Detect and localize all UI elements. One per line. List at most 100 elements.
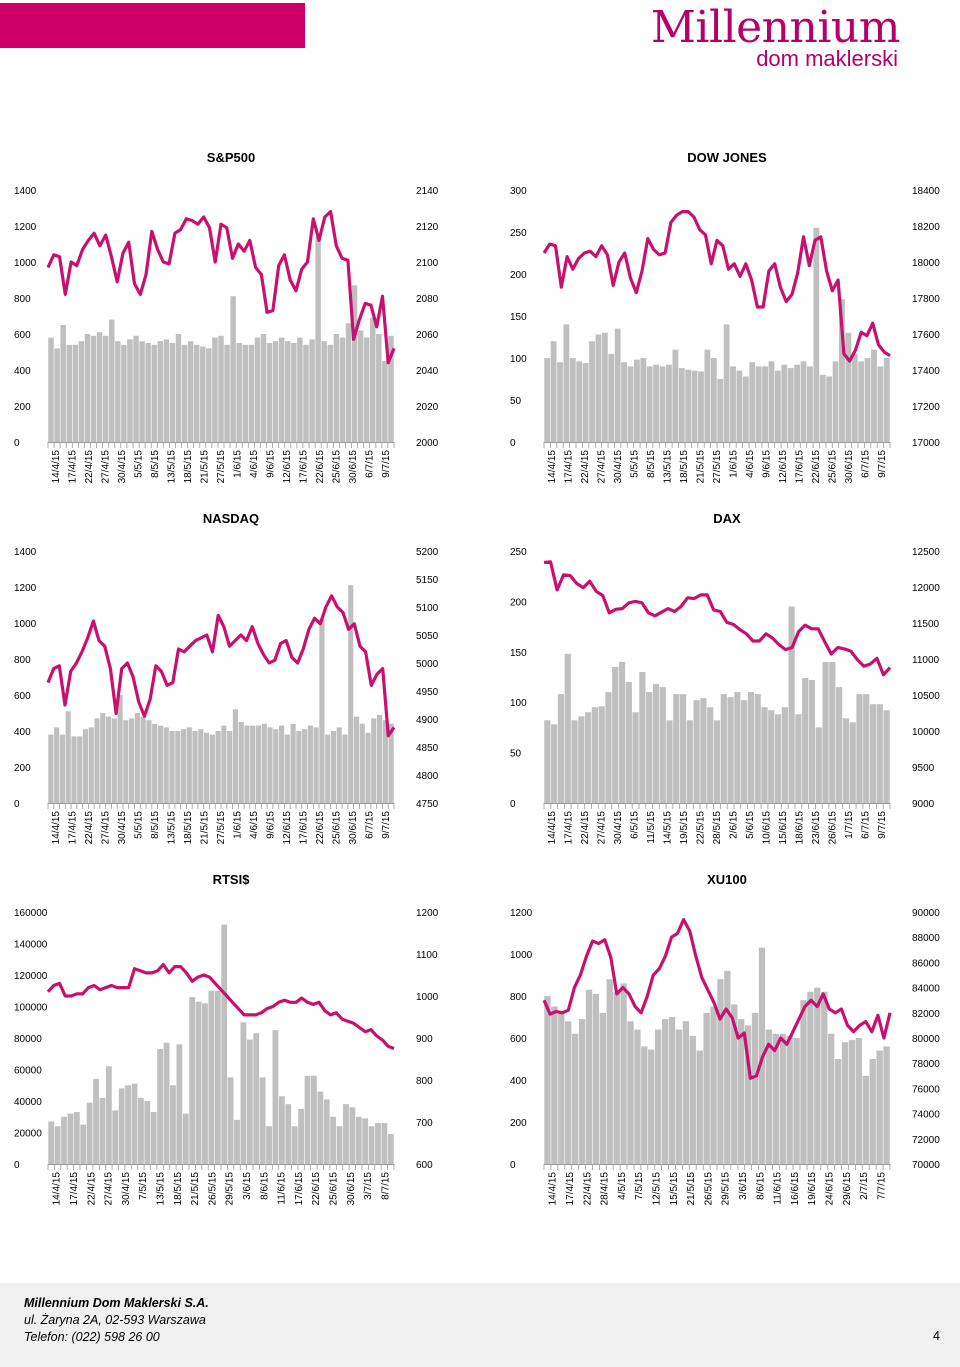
x-tick-label: 24/6/15 xyxy=(824,1172,835,1206)
x-tick-label: 1/6/15 xyxy=(233,450,244,478)
chart-dow-jones: DOW JONES 300 250 200 150 100 50 0 18400 18200 180… xyxy=(502,150,942,505)
volume-bar xyxy=(807,991,814,1164)
right-tick-label: 2140 xyxy=(416,186,439,197)
volume-bar xyxy=(273,729,279,803)
volume-bar xyxy=(819,374,826,442)
left-tick-label: 0 xyxy=(14,438,20,449)
volume-bar xyxy=(336,727,342,803)
x-tick-label: 14/4/15 xyxy=(51,450,62,484)
volume-bar xyxy=(774,714,782,803)
volume-bar xyxy=(855,1038,863,1164)
logo-subtitle: dom maklerski xyxy=(756,46,898,71)
volume-bar xyxy=(102,335,109,442)
x-tick-label: 1/6/15 xyxy=(233,811,244,839)
volume-bar xyxy=(605,692,612,803)
x-tick-label: 10/6/15 xyxy=(761,811,772,845)
volume-bar xyxy=(303,344,309,442)
left-tick-label: 0 xyxy=(14,1160,20,1171)
volume-bar xyxy=(691,370,698,442)
volume-bar xyxy=(296,731,302,803)
volume-bar xyxy=(565,1021,572,1164)
x-tick-label: 30/6/15 xyxy=(348,450,359,484)
right-tick-label: 17000 xyxy=(912,438,940,449)
right-tick-label: 12000 xyxy=(912,583,940,594)
volume-bar xyxy=(145,343,151,442)
volume-bar xyxy=(82,729,89,803)
chart-title: S&P500 xyxy=(207,150,255,165)
left-tick-label: 800 xyxy=(14,294,31,305)
volume-bar xyxy=(260,334,267,442)
volume-bar xyxy=(883,358,890,442)
volume-bar xyxy=(90,335,97,442)
right-tick-label: 1100 xyxy=(416,950,438,961)
x-tick-label: 27/4/15 xyxy=(597,811,608,845)
volume-bar xyxy=(598,706,605,803)
volume-bar xyxy=(60,325,66,442)
volume-bar xyxy=(215,731,221,803)
volume-bar xyxy=(557,694,565,803)
left-tick-label: 800 xyxy=(510,992,527,1003)
x-tick-label: 12/6/15 xyxy=(282,811,293,845)
x-tick-label: 27/4/15 xyxy=(101,811,112,845)
volume-bar xyxy=(127,339,133,442)
volume-bar xyxy=(641,1046,648,1164)
right-tick-label: 900 xyxy=(416,1034,433,1045)
volume-bar xyxy=(826,376,833,442)
x-tick-label: 22/4/15 xyxy=(582,1172,593,1206)
volume-bar xyxy=(646,366,653,442)
right-tick-label: 11000 xyxy=(912,655,940,666)
left-tick-label: 100000 xyxy=(14,1003,48,1014)
volume-bar xyxy=(653,364,660,442)
volume-bar xyxy=(157,725,164,803)
volume-bar xyxy=(163,727,169,803)
x-tick-label: 26/5/15 xyxy=(703,1172,714,1206)
price-line xyxy=(46,209,396,365)
x-tick-label: 9/6/15 xyxy=(265,811,276,839)
volume-bar xyxy=(761,707,768,803)
volume-bar xyxy=(189,997,196,1164)
volume-bar xyxy=(781,364,788,442)
left-tick-label: 80000 xyxy=(14,1034,42,1045)
volume-bar xyxy=(544,358,551,442)
volume-bar xyxy=(224,344,230,442)
volume-bar xyxy=(345,323,352,442)
volume-bar xyxy=(67,1113,74,1164)
volume-bar xyxy=(571,1033,579,1164)
volume-bar xyxy=(238,722,244,803)
right-tick-label: 74000 xyxy=(912,1110,940,1121)
volume-bar xyxy=(234,1119,240,1164)
volume-bar xyxy=(569,358,576,442)
volume-bar xyxy=(751,1012,759,1164)
volume-bar xyxy=(612,666,619,803)
chart-svg: XU100 1200 1000 800 600 400 200 0 90000 88000 8600… xyxy=(510,872,940,1206)
volume-bar xyxy=(376,334,382,442)
volume-bar xyxy=(244,725,250,803)
volume-bar xyxy=(291,343,297,442)
x-tick-label: 6/7/15 xyxy=(860,450,871,478)
volume-bar xyxy=(786,1035,793,1164)
x-tick-label: 2/6/15 xyxy=(729,811,740,839)
right-tick-label: 70000 xyxy=(912,1160,940,1171)
volume-bar xyxy=(582,363,589,442)
x-tick-label: 5/5/15 xyxy=(630,450,641,478)
volume-bar xyxy=(86,1102,93,1164)
x-tick-label: 23/6/15 xyxy=(811,811,822,845)
volume-bar xyxy=(388,723,394,803)
volume-bar xyxy=(73,1112,80,1164)
volume-bar xyxy=(639,671,646,803)
volume-bar xyxy=(591,707,598,803)
x-tick-label: 28/5/15 xyxy=(712,811,723,845)
volume-bar xyxy=(123,720,129,803)
volume-bar xyxy=(138,1097,144,1164)
volume-bar xyxy=(209,734,215,803)
volume-bar xyxy=(59,734,65,803)
volume-bar xyxy=(212,337,218,442)
volume-bar xyxy=(214,990,221,1164)
volume-bar xyxy=(698,371,704,442)
x-tick-label: 5/5/15 xyxy=(134,450,145,478)
x-tick-label: 25/6/15 xyxy=(328,1172,339,1206)
x-tick-label: 6/5/15 xyxy=(630,811,641,839)
x-tick-label: 4/6/15 xyxy=(249,450,260,478)
x-tick-label: 30/4/15 xyxy=(121,1172,132,1206)
volume-bar xyxy=(710,358,717,442)
